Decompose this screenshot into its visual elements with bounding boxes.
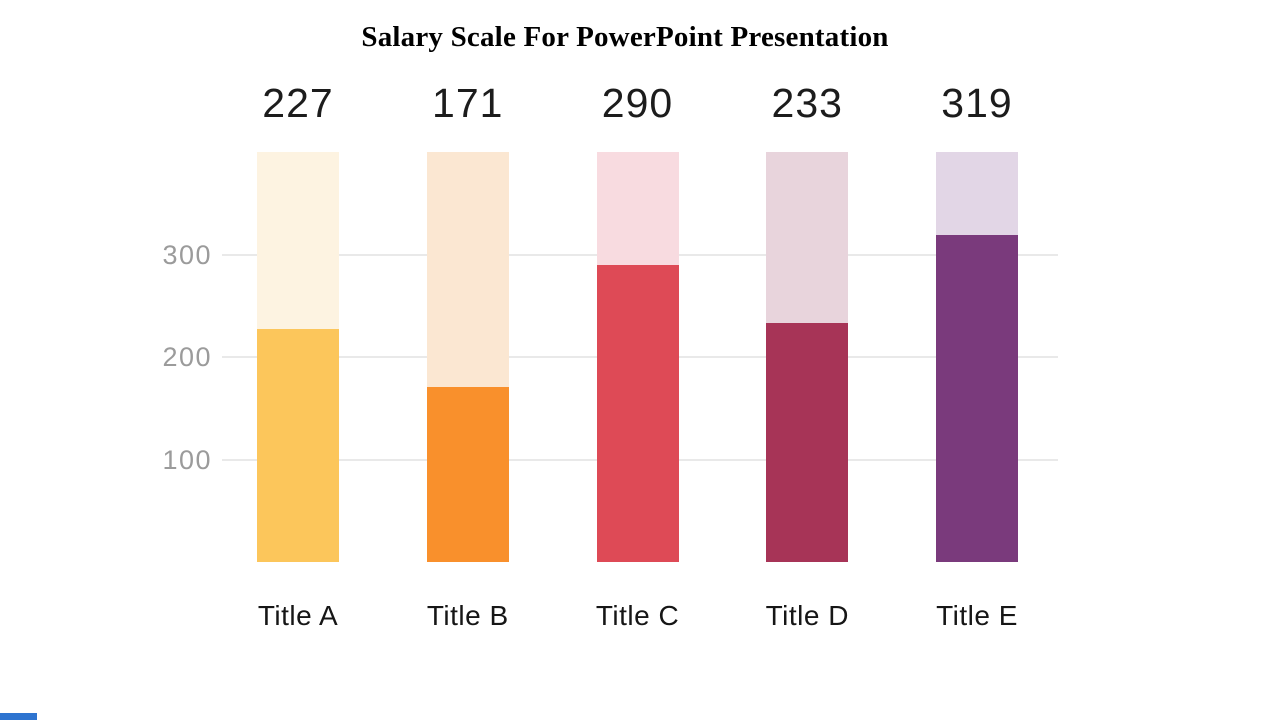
accent-bar — [0, 713, 37, 720]
bar-value-label: 227 — [262, 80, 334, 126]
bar-track — [426, 152, 509, 562]
bar-fill — [596, 265, 679, 562]
category-label: Title A — [257, 600, 339, 631]
bar-fill — [257, 329, 339, 562]
bar-fill — [766, 323, 849, 562]
category-label: Title B — [426, 600, 509, 631]
bar-track — [766, 152, 849, 562]
bar-fill — [426, 387, 509, 562]
bar-track — [596, 152, 679, 562]
bar-value-label: 233 — [771, 80, 843, 126]
bar-track — [257, 152, 339, 562]
bar-value-label: 290 — [601, 80, 674, 126]
y-tick-label: 200 — [162, 342, 212, 372]
bar-fill — [936, 235, 1018, 562]
bar-value-label: 171 — [432, 80, 504, 126]
bar-track — [936, 152, 1018, 562]
chart-title: Salary Scale For PowerPoint Presentation — [361, 21, 889, 53]
category-label: Title E — [936, 600, 1018, 631]
category-label: Title D — [765, 600, 849, 631]
y-tick-label: 100 — [162, 444, 212, 475]
y-tick-label: 300 — [162, 239, 212, 270]
bar-value-label: 319 — [941, 80, 1013, 126]
category-label: Title C — [595, 600, 680, 631]
